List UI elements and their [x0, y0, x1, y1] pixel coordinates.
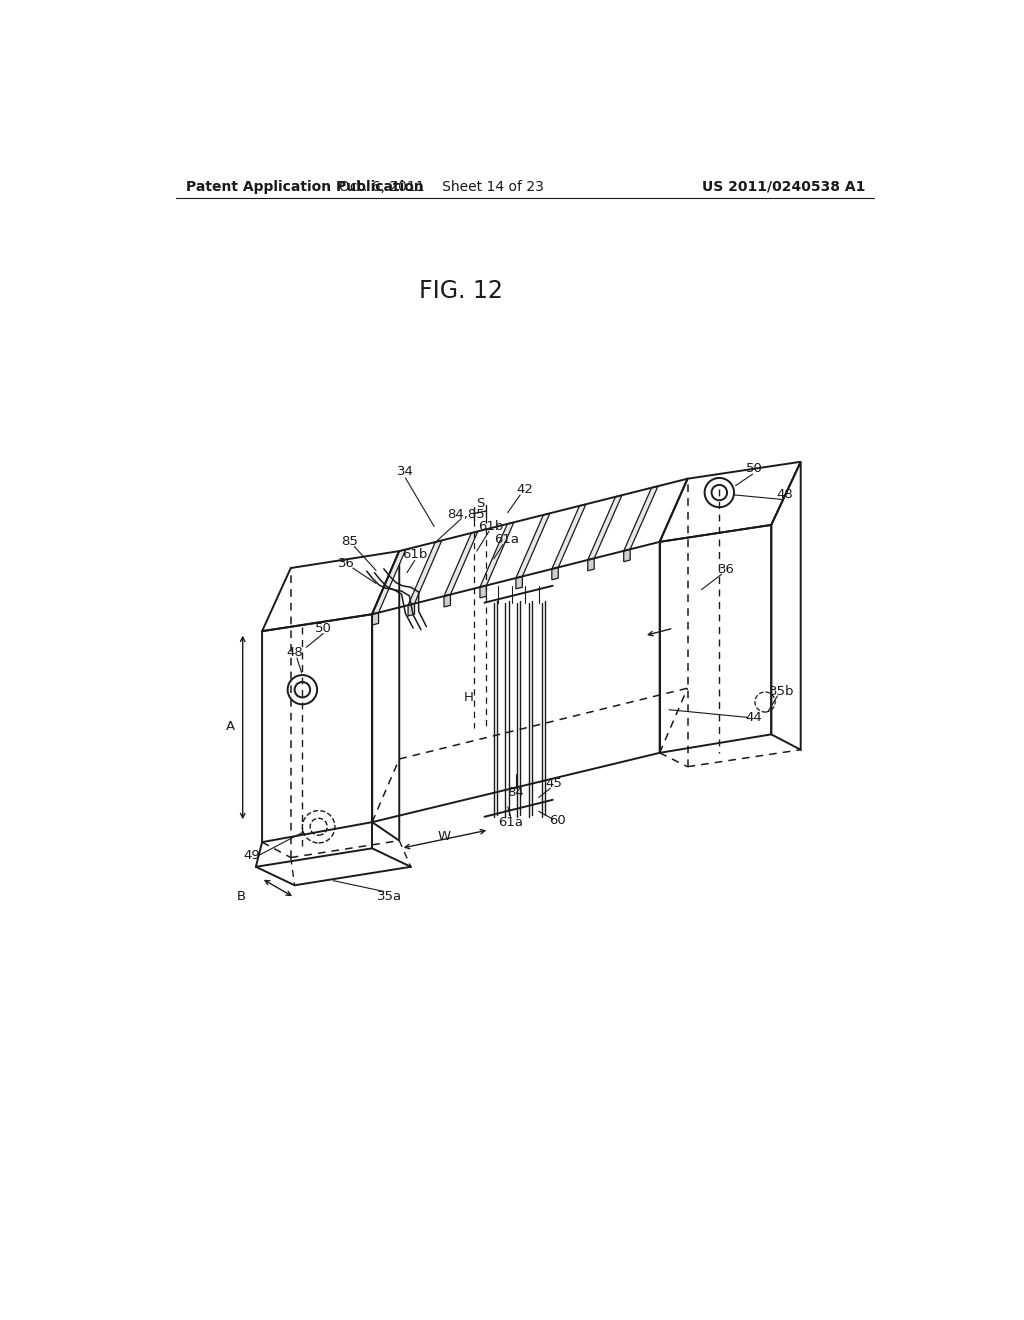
Text: Oct. 6, 2011    Sheet 14 of 23: Oct. 6, 2011 Sheet 14 of 23	[339, 180, 545, 194]
Text: Patent Application Publication: Patent Application Publication	[186, 180, 424, 194]
Text: 84,85: 84,85	[447, 508, 484, 520]
Polygon shape	[624, 549, 630, 562]
Text: 61b: 61b	[402, 548, 427, 561]
Text: 50: 50	[745, 462, 763, 475]
Text: 35b: 35b	[769, 685, 795, 698]
Text: 61a: 61a	[494, 533, 519, 546]
Polygon shape	[624, 486, 658, 550]
Polygon shape	[516, 513, 550, 578]
Polygon shape	[480, 523, 514, 587]
Text: 35a: 35a	[378, 890, 402, 903]
Text: US 2011/0240538 A1: US 2011/0240538 A1	[701, 180, 865, 194]
Polygon shape	[552, 568, 558, 579]
Text: 61b: 61b	[478, 520, 504, 533]
Text: 60: 60	[549, 814, 565, 828]
Polygon shape	[372, 549, 406, 614]
Text: 61a: 61a	[499, 816, 523, 829]
Text: 84: 84	[507, 787, 524, 800]
Text: 48: 48	[287, 647, 303, 659]
Polygon shape	[552, 504, 586, 569]
Polygon shape	[444, 532, 478, 597]
Text: 36: 36	[338, 557, 355, 570]
Text: 44: 44	[745, 711, 763, 723]
Text: 50: 50	[314, 622, 332, 635]
Text: H: H	[464, 690, 474, 704]
Polygon shape	[372, 612, 379, 626]
Polygon shape	[409, 603, 415, 616]
Polygon shape	[444, 594, 451, 607]
Text: 85: 85	[341, 536, 358, 548]
Text: A: A	[226, 721, 234, 733]
Polygon shape	[588, 495, 622, 560]
Polygon shape	[516, 577, 522, 589]
Text: 42: 42	[516, 483, 534, 496]
Text: 45: 45	[546, 777, 562, 791]
Text: B: B	[237, 890, 246, 903]
Polygon shape	[480, 586, 486, 598]
Polygon shape	[588, 558, 594, 570]
Text: 34: 34	[397, 465, 414, 478]
Polygon shape	[409, 540, 441, 605]
Text: 48: 48	[777, 487, 794, 500]
Text: 36: 36	[718, 564, 735, 576]
Text: FIG. 12: FIG. 12	[419, 279, 503, 302]
Text: 49: 49	[244, 849, 260, 862]
Text: W: W	[437, 829, 451, 842]
Text: S: S	[476, 496, 484, 510]
